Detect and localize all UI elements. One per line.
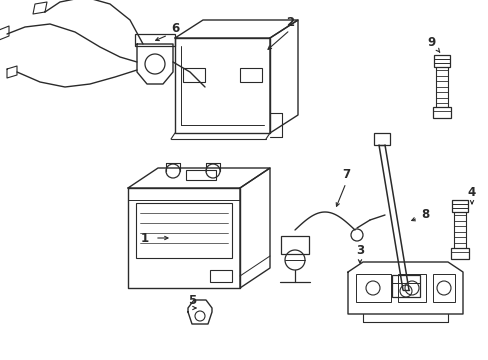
Bar — [183, 68, 204, 82]
Bar — [373, 133, 389, 145]
Bar — [432, 107, 450, 118]
Text: 5: 5 — [187, 293, 196, 306]
Bar — [355, 274, 390, 302]
Bar — [136, 203, 231, 258]
Bar — [451, 200, 467, 212]
Bar — [185, 170, 216, 180]
Text: 3: 3 — [355, 243, 364, 256]
Bar — [432, 274, 454, 302]
Bar — [135, 34, 175, 46]
Bar — [391, 275, 419, 297]
Bar — [450, 248, 468, 259]
Text: 2: 2 — [285, 15, 293, 28]
Text: 7: 7 — [341, 168, 349, 181]
Text: 1: 1 — [141, 231, 149, 244]
Text: 9: 9 — [427, 36, 435, 49]
Text: 8: 8 — [420, 208, 428, 221]
Bar — [240, 68, 262, 82]
Bar — [209, 270, 231, 282]
Text: 4: 4 — [467, 185, 475, 198]
Text: 6: 6 — [170, 22, 179, 35]
Bar — [433, 55, 449, 67]
Bar — [397, 274, 425, 302]
Bar — [281, 236, 308, 254]
